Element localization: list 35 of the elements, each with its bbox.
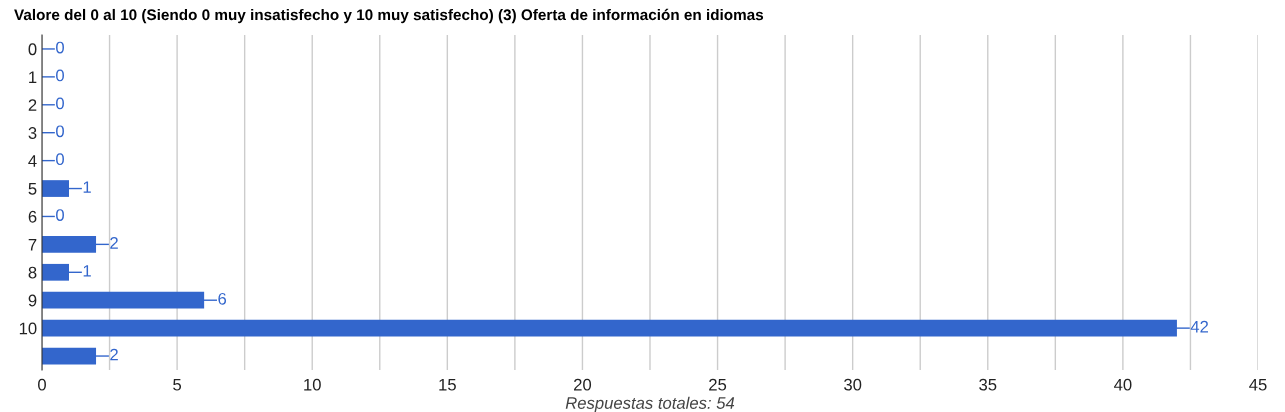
x-tick-label: 45: [1249, 378, 1267, 391]
data-label: 0: [56, 97, 64, 110]
data-label: 1: [83, 265, 91, 277]
y-tick-label: 1: [29, 71, 37, 83]
x-tick-label: 40: [1114, 378, 1132, 391]
data-label: 0: [56, 69, 64, 82]
y-tick-label: 5: [28, 183, 37, 195]
y-tick-label: 3: [28, 127, 37, 139]
data-label: 0: [56, 209, 64, 221]
y-tick-label: 2: [28, 99, 37, 111]
x-axis-title: Respuestas totales: 54: [565, 396, 735, 412]
y-tick-label: 0: [28, 43, 37, 56]
y-tick-label: 4: [28, 155, 37, 167]
data-label: 2: [110, 237, 118, 249]
y-tick-label: 9: [28, 294, 37, 307]
data-label: 0: [56, 125, 64, 138]
chart-title: Valore del 0 al 10 (Siendo 0 muy insatisfecho y 10 muy satisfecho) (3) Oferta de información en idiomas: [14, 8, 764, 24]
x-tick-label: 5: [173, 378, 182, 391]
y-tick-label: 7: [28, 238, 37, 251]
data-label: 0: [56, 153, 64, 166]
x-tick-label: 30: [844, 378, 862, 391]
y-tick-label: 10: [19, 322, 37, 335]
x-tick-label: 25: [709, 378, 727, 391]
x-tick-label: 20: [574, 378, 592, 391]
data-label: 6: [218, 292, 227, 305]
data-label: 0: [56, 41, 64, 54]
y-tick-label: 6: [28, 210, 37, 223]
x-tick-label: 35: [979, 378, 997, 391]
x-tick-label: 0: [38, 378, 46, 391]
data-label: 42: [1190, 320, 1209, 333]
x-tick-label: 10: [304, 378, 321, 391]
data-label: 2: [110, 348, 118, 361]
data-label: 1: [83, 181, 91, 193]
y-tick-label: 8: [28, 266, 37, 279]
x-tick-label: 15: [439, 378, 456, 391]
